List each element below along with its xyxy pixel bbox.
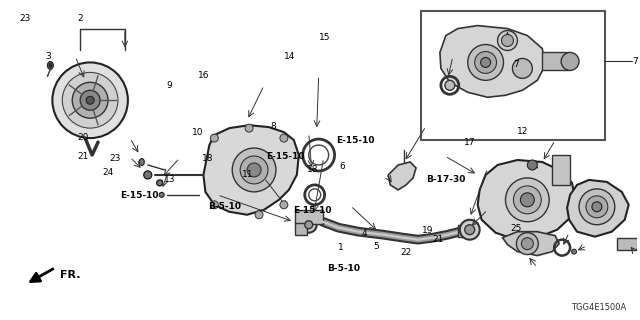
Text: 16: 16 bbox=[198, 71, 210, 80]
Bar bbox=[421, 11, 605, 140]
Circle shape bbox=[465, 225, 475, 235]
Circle shape bbox=[445, 80, 455, 90]
Circle shape bbox=[516, 233, 538, 255]
Text: 7: 7 bbox=[633, 57, 639, 66]
Text: B-5-10: B-5-10 bbox=[208, 202, 241, 211]
Circle shape bbox=[301, 217, 317, 233]
Bar bbox=[542, 52, 570, 70]
Circle shape bbox=[72, 82, 108, 118]
Circle shape bbox=[468, 44, 504, 80]
Circle shape bbox=[460, 220, 479, 240]
Polygon shape bbox=[204, 125, 299, 215]
Text: 5: 5 bbox=[373, 242, 379, 251]
Circle shape bbox=[506, 178, 549, 222]
Polygon shape bbox=[388, 162, 416, 190]
Circle shape bbox=[80, 90, 100, 110]
Text: E-15-10: E-15-10 bbox=[266, 152, 304, 161]
Text: 14: 14 bbox=[284, 52, 296, 61]
Text: 19: 19 bbox=[422, 226, 434, 235]
Circle shape bbox=[255, 211, 263, 219]
Circle shape bbox=[475, 52, 497, 73]
Text: 21: 21 bbox=[433, 235, 444, 244]
Circle shape bbox=[305, 221, 313, 229]
Text: 24: 24 bbox=[102, 168, 113, 177]
Text: 2: 2 bbox=[77, 14, 83, 23]
Circle shape bbox=[527, 160, 538, 170]
Circle shape bbox=[502, 35, 513, 46]
Text: 17: 17 bbox=[464, 138, 476, 147]
Circle shape bbox=[513, 186, 541, 214]
Ellipse shape bbox=[47, 61, 53, 69]
Text: 21: 21 bbox=[77, 152, 89, 161]
Text: 6: 6 bbox=[339, 162, 345, 171]
Circle shape bbox=[520, 193, 534, 207]
Polygon shape bbox=[567, 180, 628, 237]
Polygon shape bbox=[440, 26, 545, 97]
Polygon shape bbox=[502, 232, 559, 256]
Circle shape bbox=[481, 58, 491, 68]
Bar bbox=[552, 155, 570, 185]
Text: TGG4E1500A: TGG4E1500A bbox=[572, 303, 627, 312]
Text: E-15-10: E-15-10 bbox=[293, 206, 332, 215]
Circle shape bbox=[52, 62, 128, 138]
Circle shape bbox=[497, 31, 517, 51]
Circle shape bbox=[211, 201, 218, 209]
Text: 1: 1 bbox=[338, 243, 344, 252]
Text: FR.: FR. bbox=[60, 269, 81, 279]
Text: E-15-10: E-15-10 bbox=[336, 136, 375, 145]
Circle shape bbox=[280, 201, 288, 209]
Circle shape bbox=[561, 52, 579, 70]
Text: 7: 7 bbox=[513, 60, 518, 69]
Circle shape bbox=[592, 202, 602, 212]
Text: 4: 4 bbox=[362, 229, 367, 238]
Text: 23: 23 bbox=[109, 154, 121, 163]
Circle shape bbox=[247, 163, 261, 177]
Polygon shape bbox=[477, 160, 575, 240]
Bar bbox=[458, 225, 470, 237]
Text: 15: 15 bbox=[319, 33, 331, 42]
Ellipse shape bbox=[572, 249, 577, 254]
Text: 18: 18 bbox=[307, 165, 318, 174]
Text: 20: 20 bbox=[77, 133, 89, 142]
Text: B-5-10: B-5-10 bbox=[328, 264, 360, 273]
Ellipse shape bbox=[159, 192, 164, 197]
Circle shape bbox=[586, 196, 608, 218]
Text: 25: 25 bbox=[510, 224, 522, 233]
Ellipse shape bbox=[140, 158, 144, 165]
Circle shape bbox=[579, 189, 615, 225]
Text: E-15-10: E-15-10 bbox=[120, 190, 159, 200]
Circle shape bbox=[62, 72, 118, 128]
Circle shape bbox=[513, 59, 532, 78]
Circle shape bbox=[211, 134, 218, 142]
Text: 8: 8 bbox=[270, 122, 276, 131]
Text: 11: 11 bbox=[242, 170, 253, 179]
Circle shape bbox=[245, 124, 253, 132]
Ellipse shape bbox=[144, 171, 152, 179]
Text: 12: 12 bbox=[516, 127, 528, 136]
Bar bbox=[295, 210, 323, 224]
Ellipse shape bbox=[49, 63, 52, 68]
Circle shape bbox=[86, 96, 94, 104]
Text: 10: 10 bbox=[192, 128, 204, 137]
Circle shape bbox=[280, 134, 288, 142]
Circle shape bbox=[232, 148, 276, 192]
Bar bbox=[617, 238, 640, 250]
Circle shape bbox=[240, 156, 268, 184]
Text: 22: 22 bbox=[401, 248, 412, 257]
Text: B-17-30: B-17-30 bbox=[426, 175, 465, 184]
Text: 3: 3 bbox=[45, 52, 51, 61]
Text: 9: 9 bbox=[166, 81, 172, 90]
Bar bbox=[295, 223, 307, 235]
Text: 18: 18 bbox=[202, 154, 213, 163]
Text: 13: 13 bbox=[163, 175, 175, 184]
Text: 23: 23 bbox=[19, 14, 31, 23]
Circle shape bbox=[522, 238, 533, 250]
Ellipse shape bbox=[157, 180, 163, 186]
